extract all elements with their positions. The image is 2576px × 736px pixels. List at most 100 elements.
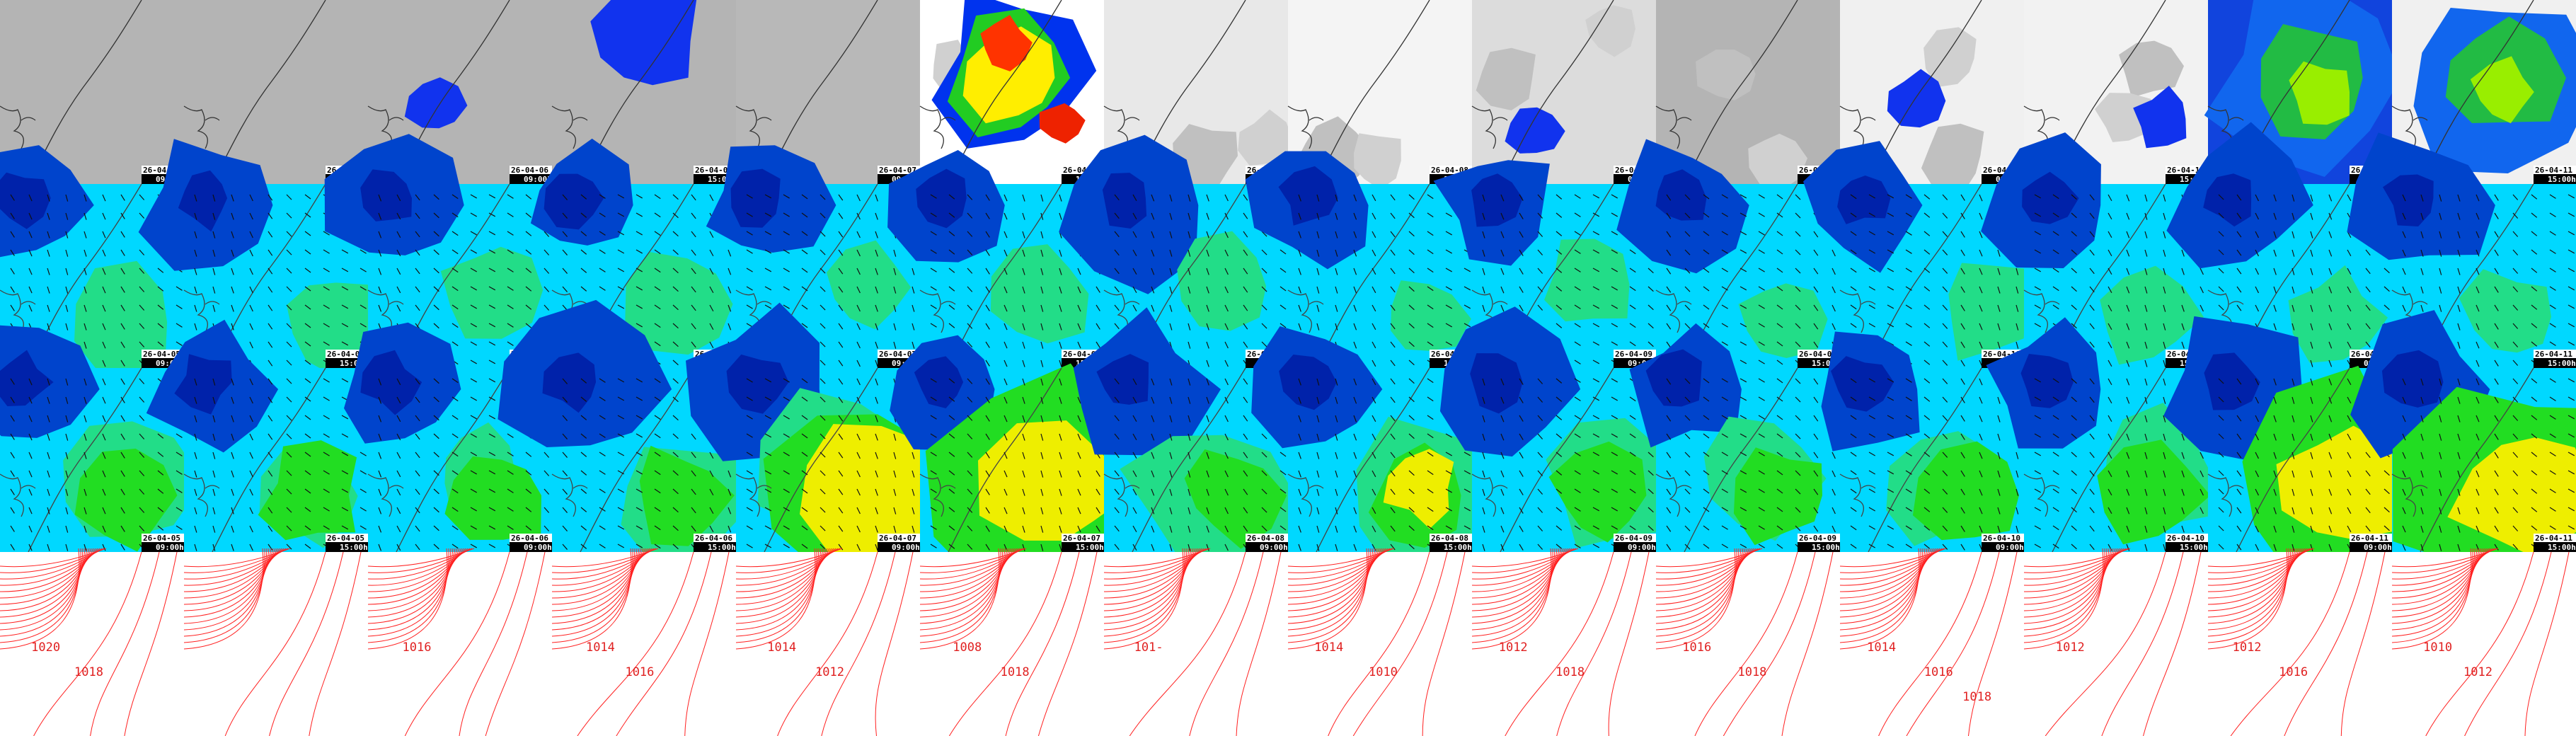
wind-arrow — [1997, 452, 2001, 459]
isobar — [735, 548, 828, 611]
wind-arrow — [2108, 525, 2112, 533]
wind-arrow — [1372, 304, 1376, 312]
wind-arrow — [1795, 433, 1801, 439]
wind-arrow — [470, 470, 477, 475]
wind-arrow — [801, 304, 808, 310]
wind-arrow — [746, 525, 753, 530]
wind-arrow — [488, 470, 496, 475]
wind-arrow — [10, 286, 15, 293]
timestamp-box — [878, 350, 920, 358]
wind-arrow — [1556, 433, 1563, 439]
wind-arrow — [1280, 304, 1287, 310]
wind-arrow — [1979, 507, 1983, 514]
wind-arrow — [1353, 231, 1357, 238]
wind-arrow — [856, 286, 861, 294]
wind-arrow — [323, 304, 330, 309]
wind-arrow — [1666, 378, 1672, 385]
wind-arrow — [948, 249, 955, 255]
isobar — [735, 548, 817, 643]
wind-arrow — [2549, 323, 2556, 328]
wind-arrow — [801, 433, 808, 439]
wind-arrow — [1372, 341, 1376, 349]
wind-arrow — [1022, 507, 1025, 514]
coastline — [551, 473, 588, 517]
wind-arrow — [2384, 304, 2390, 311]
wind-arrow — [1592, 286, 1600, 291]
wind-arrow — [746, 507, 753, 512]
wind-arrow — [2052, 452, 2059, 457]
wind-arrow — [286, 194, 292, 200]
wind-arrow — [580, 488, 587, 494]
field-area — [1354, 133, 1401, 190]
wind-arrow — [378, 194, 382, 202]
wind-arrow — [1059, 488, 1062, 496]
wind-arrow — [562, 452, 568, 458]
wind-arrow — [2531, 378, 2538, 384]
isobar — [183, 548, 265, 643]
wind-arrow — [28, 286, 33, 294]
wind-arrow — [1445, 433, 1452, 438]
wind-arrow — [378, 378, 382, 386]
isobar — [2391, 548, 2478, 631]
coastline — [2023, 473, 2060, 517]
wind-arrow — [1776, 470, 1783, 476]
wind-arrow — [2457, 304, 2461, 312]
wind-arrow — [415, 452, 420, 459]
wind-arrow — [470, 360, 477, 364]
coastline — [367, 289, 404, 333]
wind-arrow — [1611, 268, 1618, 272]
wind-arrow — [2420, 452, 2424, 459]
wind-arrow — [2347, 341, 2352, 349]
wind-arrow — [1188, 415, 1191, 422]
wind-arrow — [1022, 304, 1025, 312]
wind-arrow — [1887, 249, 1894, 254]
wind-arrow — [2089, 231, 2095, 238]
wind-arrow — [212, 378, 216, 386]
isobar-label: 1012 — [2056, 640, 2085, 655]
isobar-label: 1014 — [1314, 640, 1343, 655]
wind-arrow — [65, 212, 69, 220]
wind-arrow — [838, 323, 844, 330]
wind-arrow — [967, 488, 973, 495]
wind-arrow — [893, 304, 897, 312]
wind-arrow — [1629, 249, 1636, 255]
isobar-label: 1018 — [74, 665, 103, 679]
wind-arrow — [65, 194, 69, 202]
wind-arrow — [1316, 544, 1320, 551]
wind-arrow — [2052, 378, 2059, 384]
wind-arrow — [28, 470, 33, 478]
wind-arrow — [801, 378, 808, 384]
wind-arrow — [930, 323, 937, 328]
wind-arrow — [268, 396, 273, 403]
wind-arrow — [599, 433, 606, 438]
coastline — [2391, 473, 2428, 517]
wind-arrow — [2439, 415, 2442, 422]
wind-arrow — [1298, 286, 1301, 294]
wind-arrow — [1022, 212, 1025, 220]
isobar — [2023, 548, 2116, 611]
wind-arrow — [1500, 470, 1505, 478]
wind-arrow — [2126, 268, 2130, 275]
wind-arrow — [1740, 341, 1747, 346]
wind-arrow — [2384, 507, 2390, 513]
timestamp-box — [2534, 350, 2576, 358]
isobar — [1103, 548, 1192, 624]
wind-arrow — [1942, 323, 1948, 329]
wind-arrow — [875, 249, 878, 257]
wind-arrow — [488, 452, 496, 456]
field-area — [2470, 56, 2534, 124]
wind-arrow — [323, 286, 330, 291]
wind-arrow — [636, 415, 643, 420]
wind-arrow — [580, 525, 587, 531]
wind-arrow — [1776, 304, 1783, 310]
date-label: 26-04-05 — [143, 350, 180, 359]
wind-arrow — [893, 470, 897, 478]
isobar — [1967, 551, 2018, 736]
timestamp-box — [2534, 166, 2576, 174]
wind-arrow — [1004, 378, 1008, 386]
wind-arrow — [2016, 452, 2019, 459]
wind-arrow — [1335, 378, 1338, 386]
wind-arrow — [1390, 304, 1396, 311]
wind-arrow — [1114, 304, 1120, 311]
